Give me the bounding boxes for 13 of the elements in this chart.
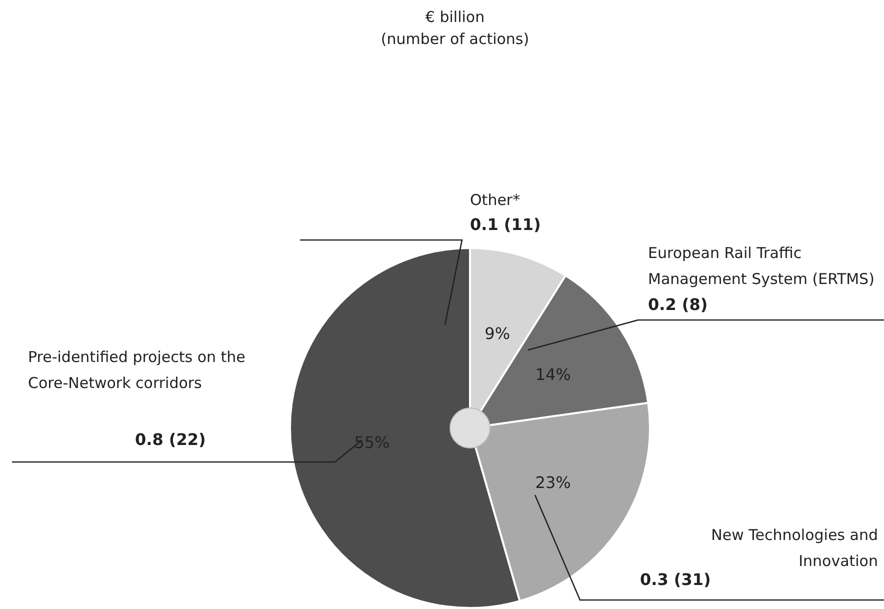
text: 0.1 (11) (470, 215, 541, 234)
slice-label: European Rail Traffic Management System (ERTMS) (648, 244, 874, 288)
data-label: 23% (535, 472, 571, 492)
chart-title: € billion (425, 8, 485, 26)
text: 0.8 (22) (135, 430, 206, 449)
chart-subtitle: (number of actions) (380, 30, 530, 48)
data-label: 9% (484, 324, 510, 343)
text: 0.3 (31) (640, 570, 711, 589)
slice-label: Pre-identified projects on the Core-Network corridors (28, 348, 246, 392)
data-label: 14% (535, 365, 571, 384)
slice-label: New Technologies and Innovation (711, 526, 878, 570)
text: 0.2 (8) (648, 295, 708, 314)
slice-label: Other* (470, 191, 521, 209)
